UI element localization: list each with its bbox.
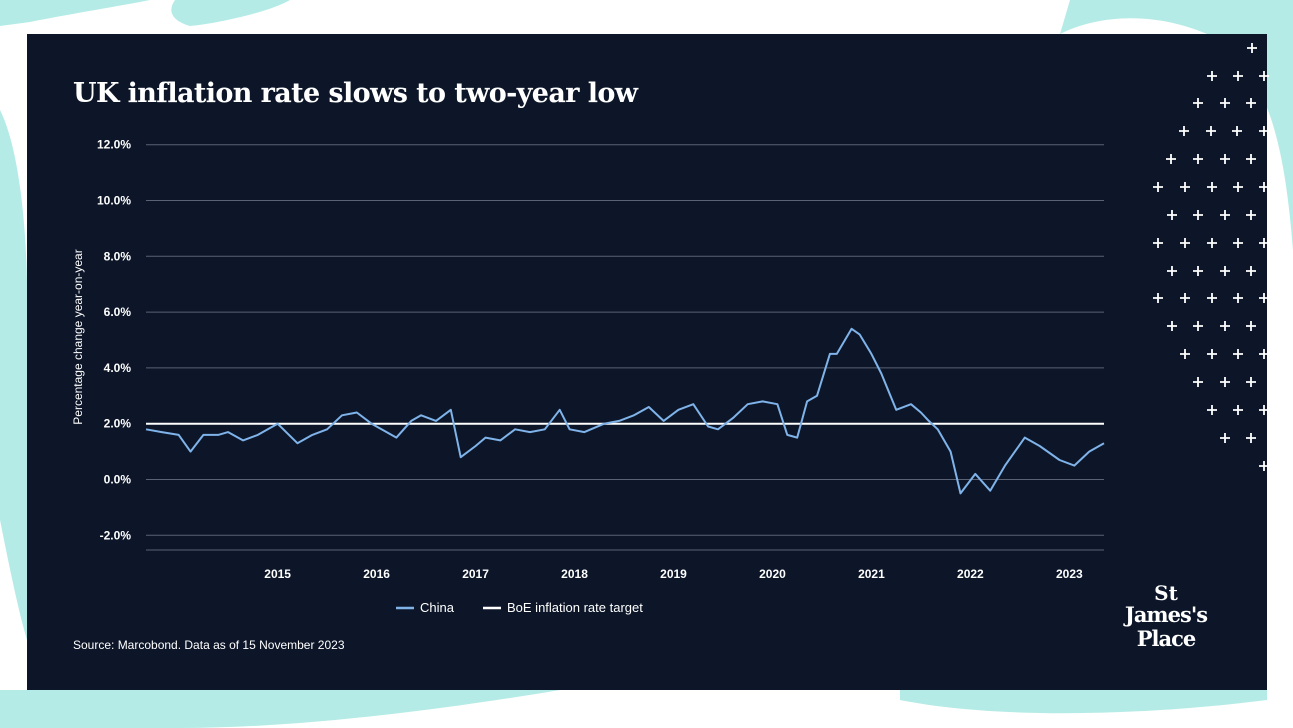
plus-mark — [1180, 293, 1190, 303]
plus-mark — [1206, 126, 1216, 136]
x-tick-label: 2016 — [363, 567, 390, 581]
plus-mark — [1179, 126, 1189, 136]
chart-title: UK inflation rate slows to two-year low — [73, 78, 638, 109]
series-line-china — [145, 327, 1105, 495]
plus-mark — [1193, 266, 1203, 276]
plus-mark — [1246, 321, 1256, 331]
series-lines — [145, 327, 1105, 495]
legend-label: BoE inflation rate target — [507, 600, 643, 615]
plus-mark — [1233, 349, 1243, 359]
x-tick-label: 2023 — [1056, 567, 1083, 581]
plus-mark — [1232, 126, 1242, 136]
x-tick-label: 2022 — [957, 567, 984, 581]
brand-line-1: St — [1154, 581, 1178, 605]
chart-card — [27, 34, 1267, 690]
plus-mark — [1167, 210, 1177, 220]
legend-label: China — [420, 600, 455, 615]
plus-mark — [1233, 182, 1243, 192]
grid-lines — [146, 144, 1104, 551]
y-tick-label: 0.0% — [104, 473, 132, 487]
backdrop-swash-top-right — [1060, 0, 1293, 250]
x-tick-label: 2021 — [858, 567, 885, 581]
plus-mark — [1233, 293, 1243, 303]
x-axis-ticks: 2015 2016 2017 2018 2019 2020 2021 2022 2023 — [264, 567, 1083, 581]
plus-mark — [1207, 182, 1217, 192]
plus-mark — [1233, 405, 1243, 415]
plus-mark — [1259, 238, 1269, 248]
plus-mark — [1259, 182, 1269, 192]
plus-mark — [1193, 98, 1203, 108]
plus-mark — [1246, 98, 1256, 108]
backdrop-swash-bottom-right — [900, 690, 1267, 714]
x-tick-label: 2018 — [561, 567, 588, 581]
plus-mark — [1220, 321, 1230, 331]
y-tick-label: 2.0% — [104, 417, 132, 431]
plus-mark — [1193, 154, 1203, 164]
plus-mark — [1180, 349, 1190, 359]
plus-mark — [1166, 154, 1176, 164]
plus-mark — [1220, 433, 1230, 443]
plus-mark — [1193, 210, 1203, 220]
plus-mark — [1167, 321, 1177, 331]
plus-mark — [1220, 266, 1230, 276]
x-tick-label: 2019 — [660, 567, 687, 581]
backdrop-swash-top-left — [0, 0, 150, 26]
plus-mark — [1207, 405, 1217, 415]
plus-mark — [1259, 126, 1269, 136]
plus-mark — [1180, 182, 1190, 192]
plus-mark — [1220, 98, 1230, 108]
plus-mark — [1246, 210, 1256, 220]
backdrop-swash-bottom — [0, 690, 560, 728]
backdrop-swash-top — [171, 0, 290, 26]
brand-logo: St James's Place — [1123, 581, 1208, 651]
y-axis-label: Percentage change year-on-year — [71, 249, 85, 424]
plus-mark — [1246, 377, 1256, 387]
plus-mark — [1193, 377, 1203, 387]
plus-mark — [1180, 238, 1190, 248]
y-tick-label: 6.0% — [104, 305, 132, 319]
y-tick-label: 12.0% — [97, 138, 131, 152]
brand-line-2: James's — [1123, 602, 1207, 627]
backdrop-swash-left — [0, 110, 27, 640]
brand-line-3: Place — [1137, 626, 1196, 651]
plus-mark — [1246, 266, 1256, 276]
plus-mark — [1233, 71, 1243, 81]
plus-mark — [1259, 293, 1269, 303]
plus-mark — [1233, 238, 1243, 248]
plus-mark — [1193, 321, 1203, 331]
y-tick-label: 10.0% — [97, 194, 131, 208]
legend: China BoE inflation rate target — [396, 600, 643, 615]
y-tick-label: 4.0% — [104, 361, 132, 375]
plus-mark — [1220, 210, 1230, 220]
plus-pattern — [1153, 43, 1269, 471]
y-tick-label: -2.0% — [100, 528, 132, 542]
plus-mark — [1246, 433, 1256, 443]
plus-mark — [1207, 238, 1217, 248]
plus-mark — [1259, 461, 1269, 471]
y-tick-label: 8.0% — [104, 249, 132, 263]
plus-mark — [1153, 238, 1163, 248]
x-tick-label: 2020 — [759, 567, 786, 581]
y-axis-ticks: 12.0% 10.0% 8.0% 6.0% 4.0% 2.0% 0.0% -2.0% — [97, 138, 131, 543]
plus-mark — [1220, 377, 1230, 387]
plus-mark — [1153, 182, 1163, 192]
source-note: Source: Marcobond. Data as of 15 Novembe… — [73, 638, 345, 652]
plus-mark — [1247, 43, 1257, 53]
plus-mark — [1246, 154, 1256, 164]
plus-mark — [1207, 349, 1217, 359]
plus-mark — [1207, 71, 1217, 81]
plus-mark — [1167, 266, 1177, 276]
plus-mark — [1259, 71, 1269, 81]
plus-mark — [1207, 293, 1217, 303]
x-tick-label: 2015 — [264, 567, 291, 581]
x-tick-label: 2017 — [462, 567, 489, 581]
plus-mark — [1259, 405, 1269, 415]
plus-mark — [1259, 349, 1269, 359]
plus-mark — [1153, 293, 1163, 303]
plus-mark — [1220, 154, 1230, 164]
